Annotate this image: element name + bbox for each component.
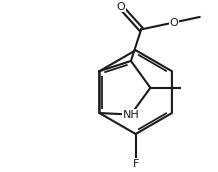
Text: F: F	[133, 159, 139, 169]
Text: O: O	[169, 18, 178, 28]
Text: NH: NH	[123, 110, 139, 120]
Text: O: O	[116, 2, 125, 12]
